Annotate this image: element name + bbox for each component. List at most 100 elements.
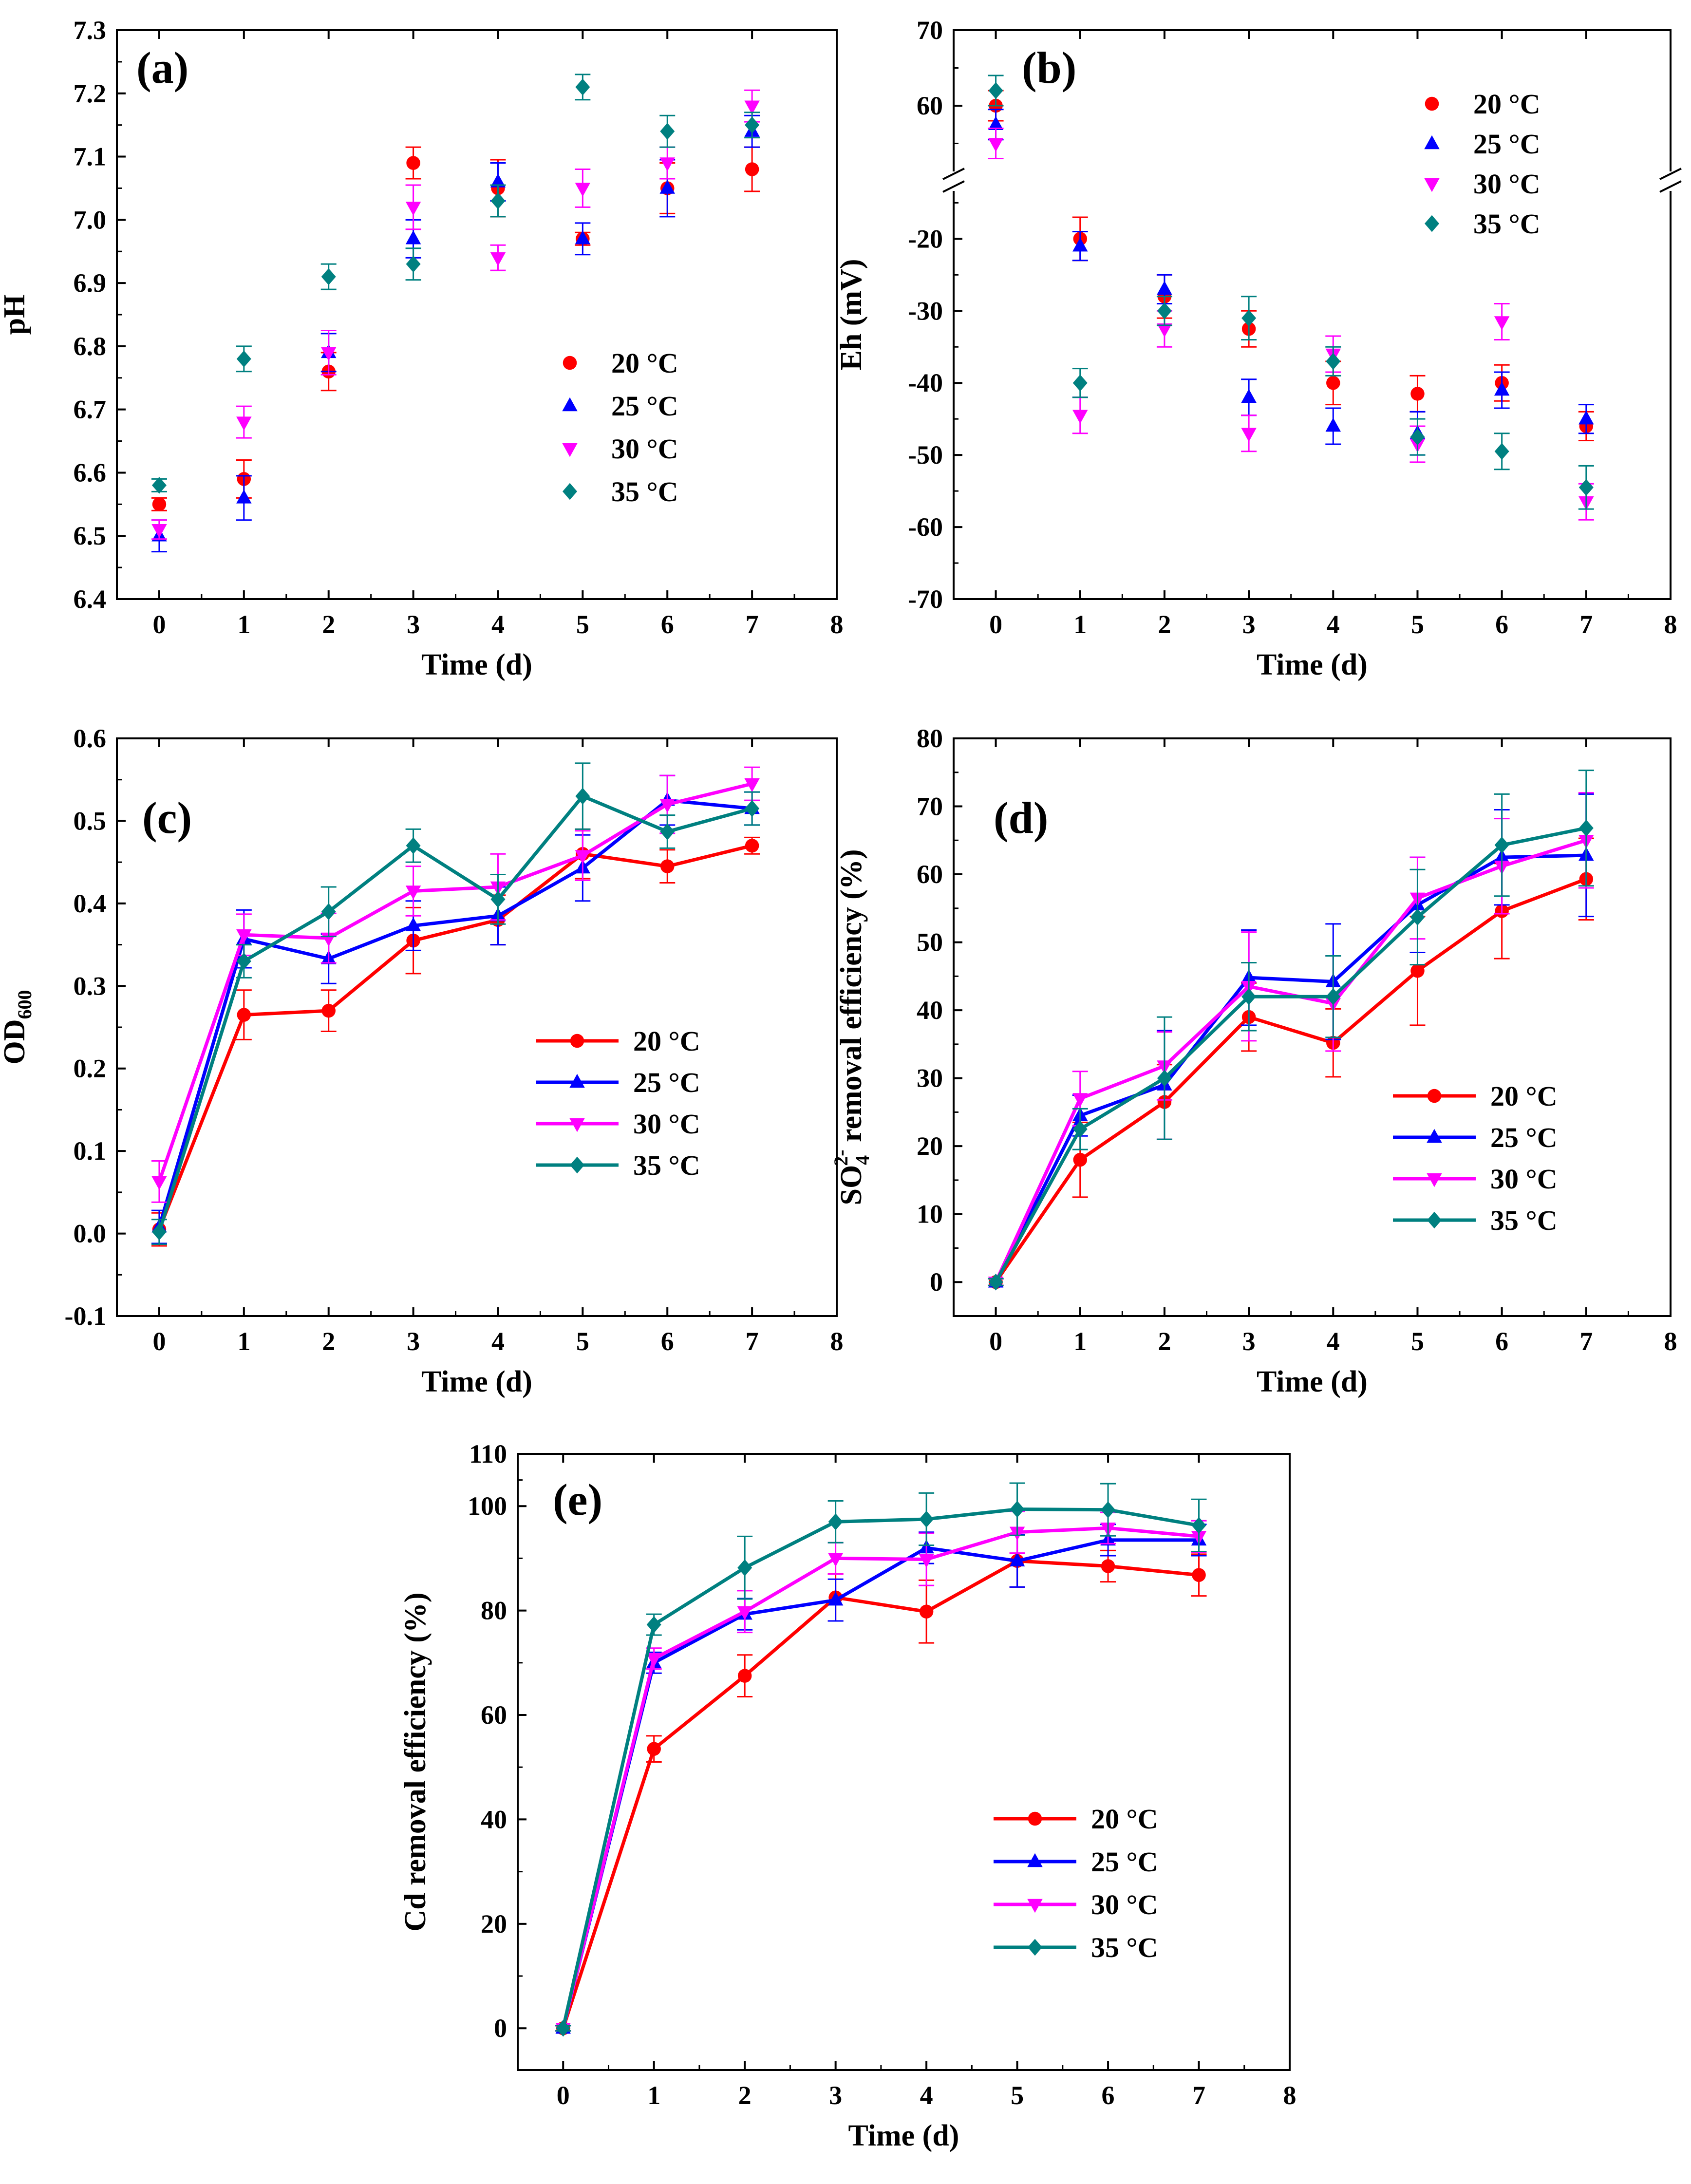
data-point [575, 183, 591, 197]
legend-label: 25 °C [1473, 128, 1541, 160]
panel-label: (e) [553, 1475, 602, 1525]
y-axis-label: Cd removal efficiency (%) [399, 1592, 432, 1931]
legend-marker [1427, 1211, 1442, 1229]
data-point [1192, 1568, 1206, 1582]
data-point [737, 1606, 752, 1620]
data-point [988, 138, 1004, 152]
series-line [561, 1507, 1200, 2029]
x-tick-label: 5 [1411, 1327, 1424, 1356]
data-point [1410, 963, 1425, 978]
data-point [659, 180, 675, 194]
data-point [737, 1559, 752, 1576]
data-point [236, 490, 252, 504]
legend-marker [1028, 1939, 1042, 1956]
x-tick-label: 5 [1011, 2081, 1024, 2110]
y-label-sup: 2- [830, 1149, 852, 1166]
data-point [1241, 389, 1257, 403]
series-2 [988, 109, 1594, 456]
x-tick-label: 2 [322, 610, 335, 639]
data-point [575, 850, 591, 864]
x-tick-label: 6 [1495, 1327, 1508, 1356]
data-point [236, 416, 252, 431]
data-point [737, 1669, 752, 1683]
legend-marker [570, 1034, 584, 1048]
plot-frame [953, 29, 1672, 600]
data-point [321, 1003, 336, 1018]
data-point [919, 1554, 934, 1568]
legend-marker [570, 1156, 584, 1174]
data-point [406, 837, 421, 854]
x-axis-label: Time (d) [421, 1365, 532, 1398]
y-tick-label: 7.0 [74, 205, 107, 234]
y-axis-label: SO42- removal efficiency (%) [830, 849, 873, 1205]
x-tick-label: 5 [576, 610, 589, 639]
x-axis-label: Time (d) [1257, 648, 1368, 681]
x-tick-label: 7 [746, 1327, 759, 1356]
y-tick-label: 40 [917, 996, 943, 1025]
legend-label: 35 °C [633, 1149, 700, 1181]
data-point [660, 123, 675, 140]
data-point [321, 268, 336, 285]
x-tick-label: 4 [491, 1327, 505, 1356]
data-point [1494, 443, 1509, 460]
x-tick-label: 2 [322, 1327, 335, 1356]
legend-label: 20 °C [1490, 1080, 1558, 1112]
data-point [490, 173, 506, 188]
data-point [660, 859, 675, 873]
y-tick-label: 0.3 [74, 971, 107, 1000]
data-point [919, 1510, 934, 1528]
series-line [157, 844, 752, 1230]
data-point [1072, 237, 1088, 252]
axis-break-mark [1659, 180, 1682, 193]
data-point [236, 350, 251, 368]
x-tick-label: 7 [1579, 1327, 1593, 1356]
x-tick-label: 1 [1073, 1327, 1087, 1356]
data-point [1241, 309, 1257, 327]
data-point [1578, 479, 1594, 496]
x-tick-label: 1 [1073, 610, 1087, 639]
series-3 [555, 1510, 1207, 2037]
y-tick-label: 60 [917, 860, 943, 889]
x-tick-label: 0 [152, 610, 166, 639]
data-point [744, 100, 760, 114]
y-tick-label: 40 [481, 1805, 507, 1834]
y-tick-label: -50 [908, 440, 943, 470]
legend-marker [1028, 1811, 1042, 1826]
x-tick-label: 3 [1242, 1327, 1256, 1356]
series-line [561, 1526, 1199, 2029]
x-tick-label: 4 [491, 610, 505, 639]
legend-marker [1424, 178, 1440, 192]
y-tick-label: -20 [908, 224, 943, 253]
data-point [1009, 1552, 1025, 1567]
data-point [1157, 323, 1172, 338]
y-tick-label: 0.2 [74, 1054, 107, 1083]
x-tick-label: 8 [1283, 2081, 1296, 2110]
y-tick-label: 7.2 [74, 79, 107, 108]
x-tick-label: 8 [830, 610, 844, 639]
panel-label: (b) [1022, 43, 1076, 93]
data-point [236, 953, 251, 970]
data-point [1326, 376, 1340, 390]
data-point [647, 1742, 661, 1756]
legend-label: 35 °C [1490, 1205, 1558, 1236]
legend-label: 20 °C [1091, 1803, 1158, 1835]
x-tick-label: 2 [1158, 610, 1171, 639]
data-point [556, 2019, 571, 2037]
legend-marker [1425, 96, 1439, 111]
legend-label: 25 °C [633, 1067, 700, 1098]
axis-break-mark [1659, 168, 1682, 180]
legend-label: 35 °C [1091, 1932, 1158, 1963]
data-point [1073, 1152, 1088, 1167]
data-point [659, 157, 675, 171]
data-point [490, 252, 506, 266]
x-tick-label: 6 [661, 610, 674, 639]
data-point [660, 823, 675, 840]
x-tick-label: 6 [661, 1327, 674, 1356]
legend: 20 °C 25 °C 30 °C 35 °C [994, 1803, 1158, 1963]
y-tick-label: -0.1 [65, 1301, 106, 1331]
y-tick-label: -70 [908, 584, 943, 614]
data-point [1410, 387, 1425, 401]
